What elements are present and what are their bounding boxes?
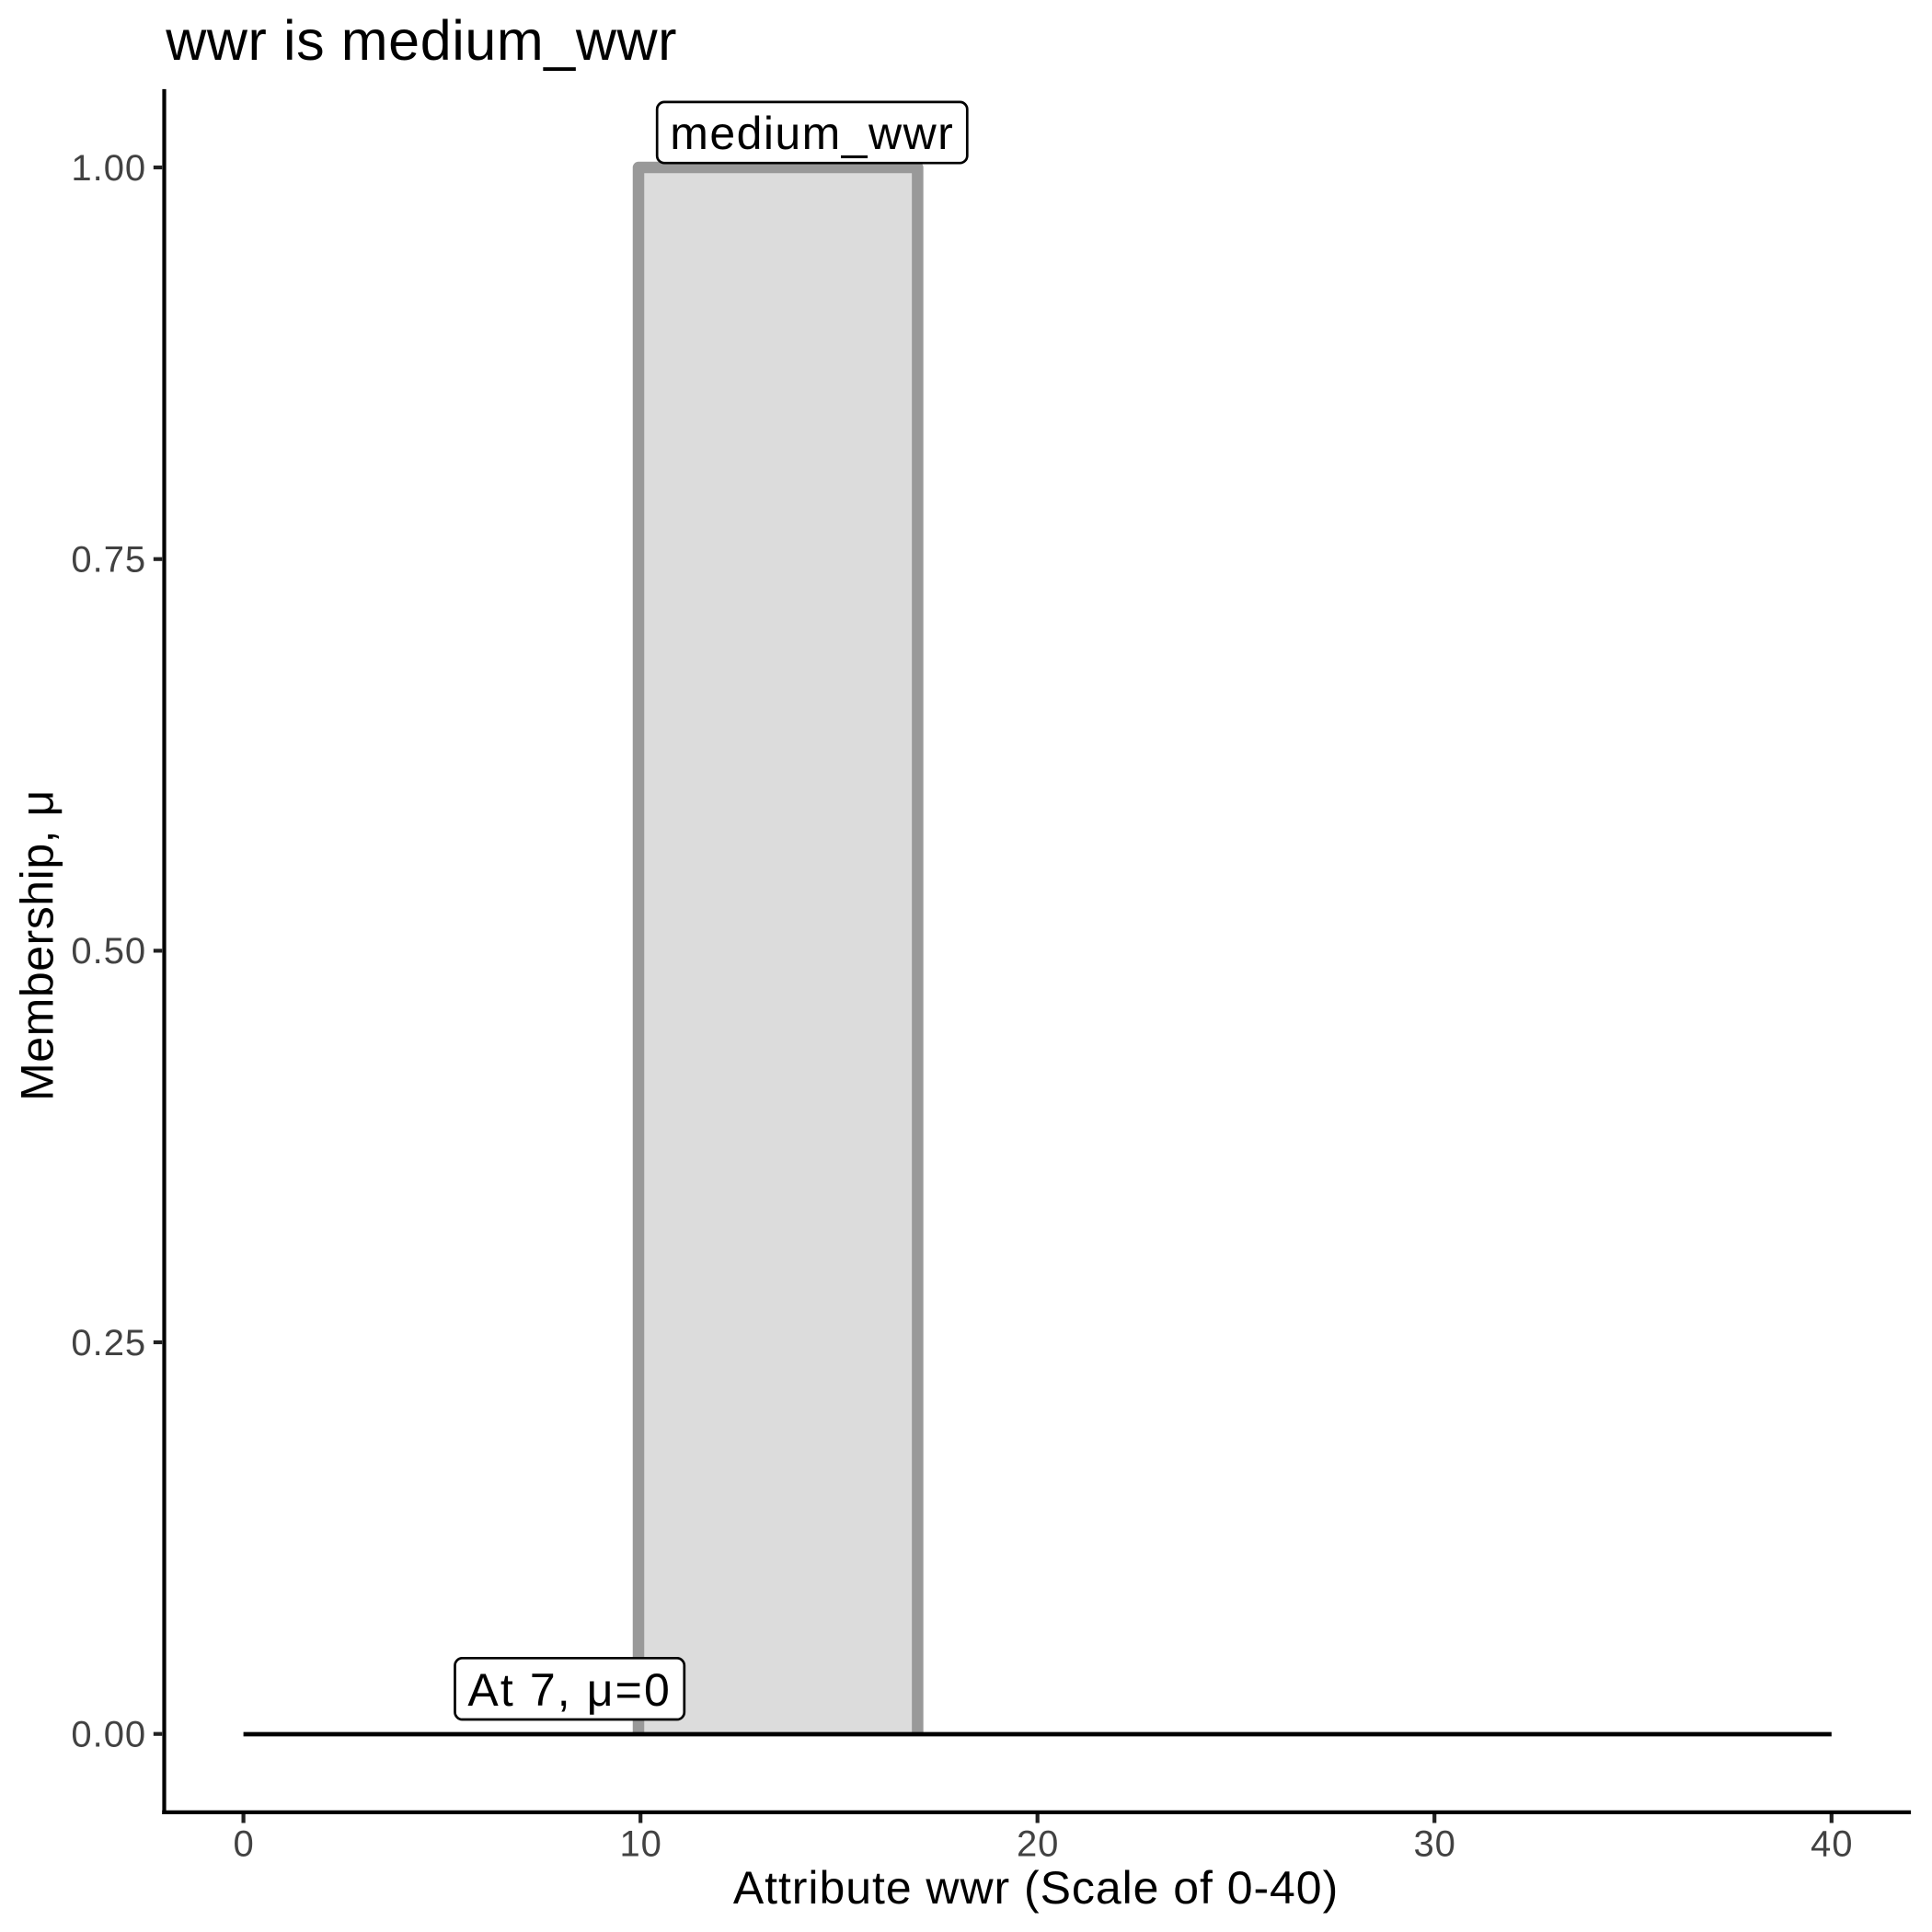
svg-text:40: 40 (1811, 1824, 1854, 1865)
svg-text:Membership, μ: Membership, μ (12, 789, 63, 1101)
svg-text:0.50: 0.50 (71, 931, 146, 972)
svg-text:wwr is medium_wwr: wwr is medium_wwr (165, 9, 677, 72)
svg-text:0.25: 0.25 (71, 1323, 146, 1363)
svg-text:Attribute wwr (Scale of 0-40): Attribute wwr (Scale of 0-40) (733, 1862, 1339, 1914)
svg-text:1.00: 1.00 (71, 148, 146, 189)
svg-text:0.75: 0.75 (71, 540, 146, 581)
svg-text:At 7, μ=0: At 7, μ=0 (467, 1664, 671, 1716)
svg-text:medium_wwr: medium_wwr (670, 108, 954, 159)
svg-text:0.00: 0.00 (71, 1715, 146, 1755)
svg-text:10: 10 (619, 1824, 662, 1865)
svg-text:30: 30 (1413, 1824, 1456, 1865)
svg-text:0: 0 (233, 1824, 254, 1865)
svg-text:20: 20 (1017, 1824, 1060, 1865)
